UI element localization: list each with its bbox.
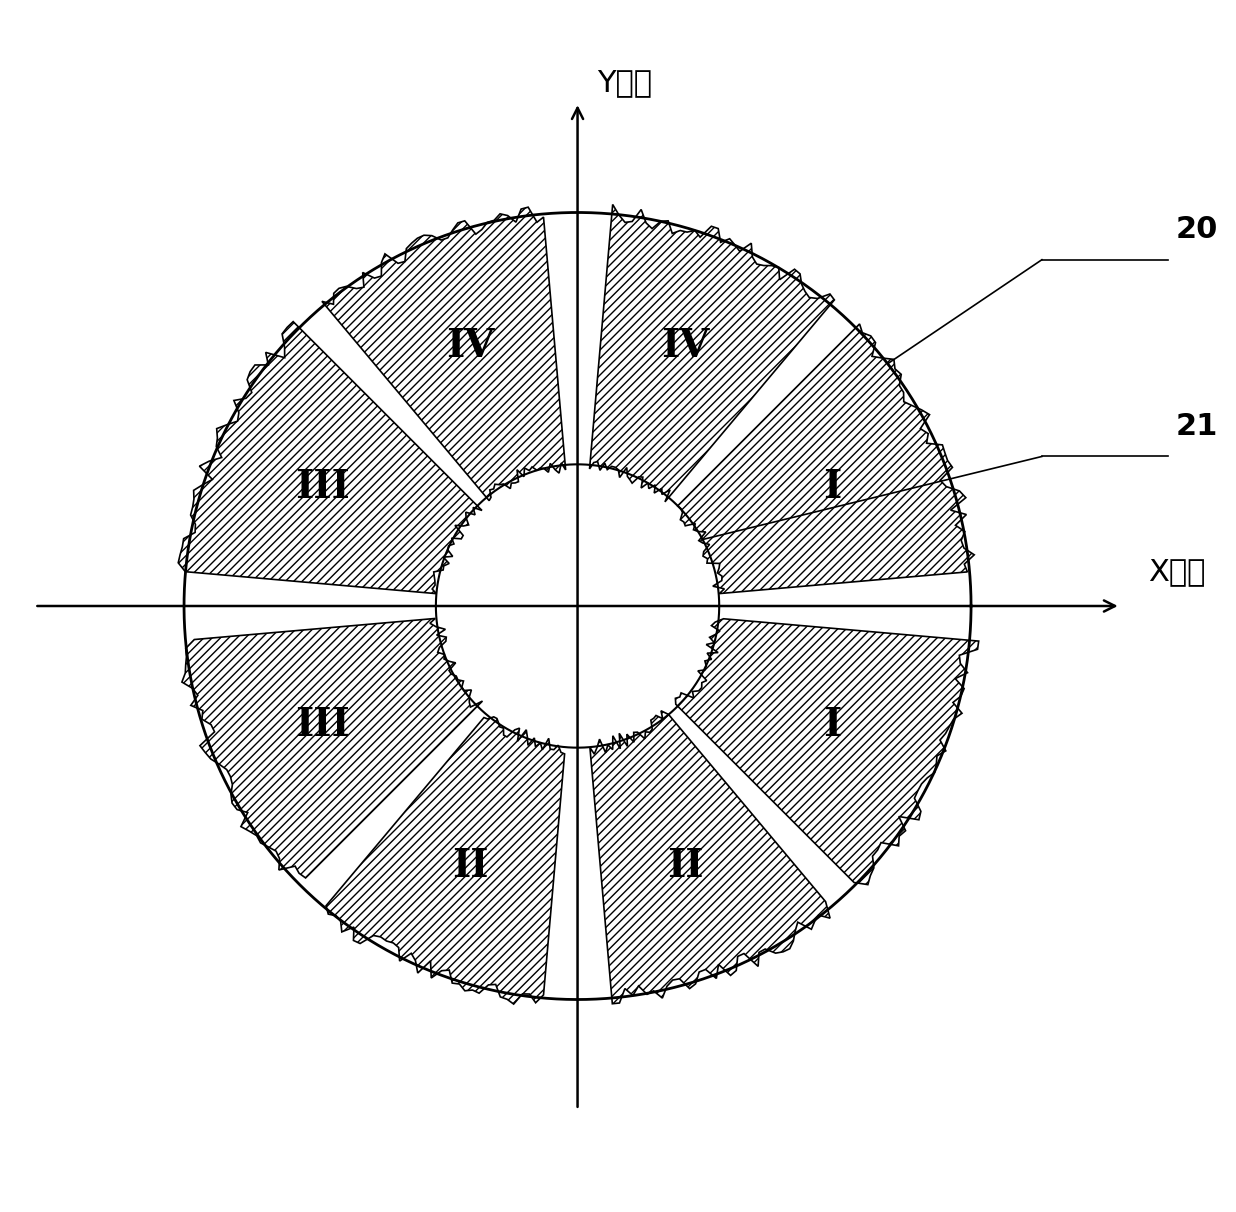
Text: 20: 20 <box>1175 215 1217 244</box>
Text: III: III <box>295 705 350 744</box>
Polygon shape <box>326 716 565 1004</box>
Wedge shape <box>184 212 971 1000</box>
Text: X方向: X方向 <box>1148 558 1205 587</box>
Polygon shape <box>590 205 834 502</box>
Text: I: I <box>823 705 842 744</box>
Polygon shape <box>677 324 974 594</box>
Polygon shape <box>590 710 831 1004</box>
Text: Y方向: Y方向 <box>597 68 653 97</box>
Text: II: II <box>452 847 488 885</box>
Polygon shape <box>182 618 482 877</box>
Text: 21: 21 <box>1175 412 1217 441</box>
Text: I: I <box>823 468 842 507</box>
Text: IV: IV <box>661 327 709 365</box>
Polygon shape <box>675 619 979 885</box>
Text: II: II <box>666 847 703 885</box>
Text: III: III <box>295 468 350 507</box>
Text: IV: IV <box>446 327 494 365</box>
Polygon shape <box>178 321 482 594</box>
Polygon shape <box>321 207 566 501</box>
